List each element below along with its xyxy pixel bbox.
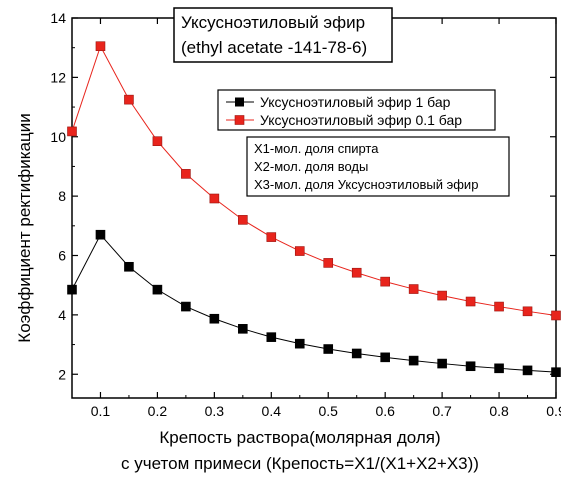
x-tick-label: 0.1: [91, 403, 111, 419]
data-point: [294, 246, 305, 256]
data-point: [380, 352, 390, 363]
y-tick-label: 2: [58, 366, 66, 382]
x-axis-label-line-2: с учетом примеси (Крепость=X1/(X1+X2+X3)…: [121, 454, 479, 473]
y-tick-label: 14: [50, 10, 66, 26]
data-point: [152, 284, 163, 295]
data-point: [181, 169, 191, 179]
notes-frame: [246, 136, 510, 197]
data-point: [522, 306, 533, 317]
data-point: [351, 348, 362, 359]
notes-box: X1-мол. доля спирта X2-мол. доля воды X3…: [246, 136, 510, 197]
x-tick-label: 0.8: [489, 403, 509, 419]
data-point: [124, 94, 134, 105]
chart-title-line-1: Уксусноэтиловый эфир: [181, 13, 365, 32]
y-tick-label: 4: [58, 307, 66, 323]
axis-ticks: [71, 17, 557, 398]
data-point: [124, 261, 134, 272]
data-point: [294, 338, 305, 349]
data-point: [209, 193, 220, 204]
legend-marker-1bar: [235, 97, 244, 107]
legend-frame: [217, 89, 496, 131]
x-tick-label: 0.9: [546, 403, 561, 419]
x-tick-label: 0.2: [148, 403, 168, 419]
y-tick-label: 10: [50, 129, 66, 145]
legend-label-01bar: Уксусноэтиловый эфир 0.1 бар: [260, 112, 462, 128]
data-point: [494, 301, 504, 312]
data-point: [551, 310, 561, 321]
data-point: [152, 136, 163, 147]
data-point: [238, 215, 248, 225]
x-tick-label: 0.7: [432, 403, 452, 419]
data-point: [266, 232, 277, 242]
x-tick-labels: 0.1 0.2 0.3 0.4 0.5 0.6 0.7 0.8 0.9: [91, 403, 561, 419]
x-tick-label: 0.6: [375, 403, 395, 419]
data-point: [551, 367, 561, 377]
chart-title-line-2: (ethyl acetate -141-78-6): [181, 38, 367, 57]
data-point: [238, 324, 248, 334]
series-0: [67, 229, 561, 377]
y-tick-label: 8: [58, 188, 66, 204]
data-point: [437, 358, 447, 369]
y-tick-labels: 2 4 6 8 10 12 14: [50, 10, 66, 382]
legend-marker-01bar: [234, 115, 245, 125]
data-point: [67, 126, 77, 137]
x-tick-label: 0.3: [205, 403, 225, 419]
note-x2: X2-мол. доля воды: [254, 159, 368, 174]
data-point: [437, 290, 447, 301]
plot-area-frame: [71, 17, 557, 399]
legend-label-1bar: Уксусноэтиловый эфир 1 бар: [260, 94, 451, 110]
data-point: [351, 267, 362, 278]
data-point: [465, 296, 476, 307]
data-point: [266, 332, 277, 342]
data-point: [494, 363, 504, 374]
x-tick-label: 0.4: [262, 403, 282, 419]
title-box-frame: [173, 7, 393, 63]
data-point: [522, 365, 533, 376]
data-point: [95, 229, 106, 240]
series-group: [67, 41, 561, 377]
data-point: [181, 301, 191, 312]
data-point: [95, 41, 106, 52]
plot-frame: [71, 17, 557, 399]
legend: Уксусноэтиловый эфир 1 бар Уксусноэтилов…: [217, 89, 496, 131]
data-point: [323, 258, 334, 268]
y-tick-label: 12: [50, 69, 66, 85]
y-axis-label: Коэффициент ректификации: [15, 113, 34, 342]
x-axis-label-line-1: Крепость раствора(молярная доля): [159, 428, 440, 447]
data-point: [380, 276, 390, 287]
y-tick-label: 6: [58, 248, 66, 264]
data-point: [323, 344, 334, 354]
data-point: [408, 355, 419, 366]
x-tick-label: 0.5: [319, 403, 339, 419]
note-x1: X1-мол. доля спирта: [254, 141, 379, 156]
data-point: [465, 361, 476, 372]
series-1: [67, 41, 561, 321]
note-x3: X3-мол. доля Уксусноэтиловый эфир: [254, 177, 478, 192]
data-point: [408, 284, 419, 294]
data-point: [67, 284, 77, 295]
title-box: Уксусноэтиловый эфир (ethyl acetate -141…: [173, 7, 393, 63]
data-point: [209, 313, 220, 324]
